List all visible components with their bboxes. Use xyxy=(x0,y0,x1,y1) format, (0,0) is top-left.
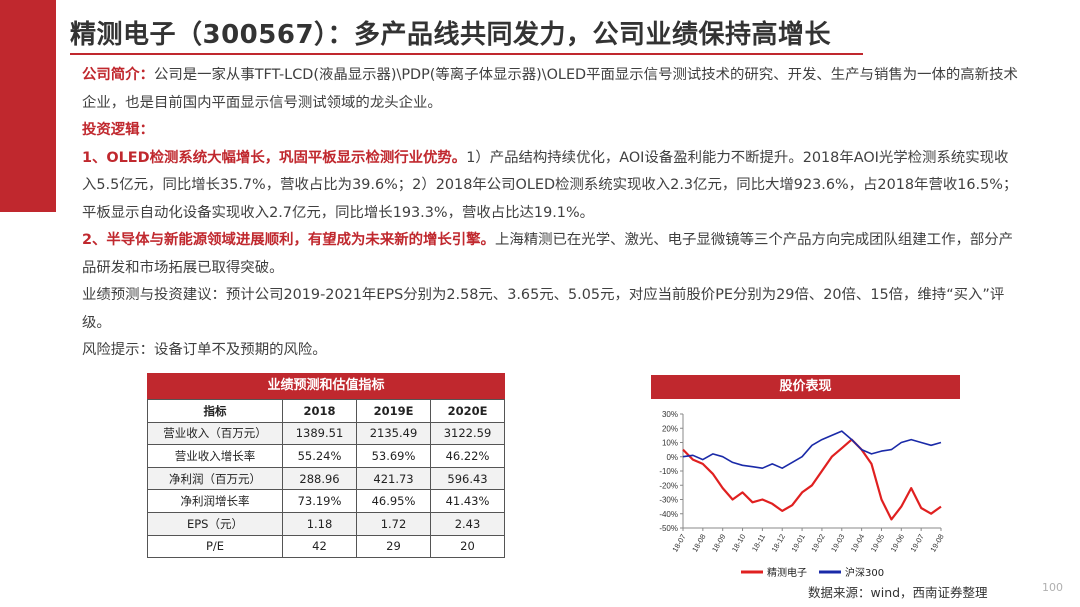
table-cell: 净利润增长率 xyxy=(147,489,283,513)
y-tick-label: 20% xyxy=(662,424,678,433)
y-tick-label: -20% xyxy=(659,481,678,490)
table-cell: 421.73 xyxy=(356,466,431,491)
table-cell: 净利润（百万元） xyxy=(147,466,283,491)
page-title: 精测电子（300567）：多产品线共同发力，公司业绩保持高增长 xyxy=(70,20,832,50)
y-tick-label: -10% xyxy=(659,467,678,476)
risk-paragraph: 风险提示：设备订单不及预期的风险。 xyxy=(82,342,327,358)
table-row: 营业收入增长率 55.24% 53.69% 46.22% xyxy=(147,444,505,468)
y-tick-label: -50% xyxy=(659,524,678,533)
x-tick-label: 18-12 xyxy=(770,533,787,554)
intro-label: 公司简介： xyxy=(82,67,154,83)
x-tick-label: 18-07 xyxy=(670,533,687,554)
table-cell: 46.22% xyxy=(430,444,505,468)
table-cell: 20 xyxy=(430,534,505,559)
table-cell: 营业收入增长率 xyxy=(147,444,283,468)
table-header-cell: 2019E xyxy=(356,399,431,423)
table-cell: 596.43 xyxy=(430,466,505,491)
x-tick-label: 18-11 xyxy=(750,533,767,554)
legend-label: 沪深300 xyxy=(845,566,884,579)
table-cell: 46.95% xyxy=(356,489,431,513)
table-header-cell: 2020E xyxy=(430,399,505,423)
x-tick-label: 19-07 xyxy=(908,533,925,554)
metrics-table-title: 业绩预测和估值指标 xyxy=(147,373,505,399)
data-source-note: 数据来源：wind，西南证券整理 xyxy=(808,585,988,600)
table-cell: 1389.51 xyxy=(282,421,357,446)
x-tick-label: 19-05 xyxy=(869,533,886,554)
series-line-hs300 xyxy=(682,430,942,469)
table-cell: 3122.59 xyxy=(430,421,505,446)
body-text: 公司简介：公司是一家从事TFT-LCD(液晶显示器)\PDP(等离子体显示器)\… xyxy=(82,62,1022,365)
forecast-paragraph: 业绩预测与投资建议：预计公司2019-2021年EPS分别为2.58元、3.65… xyxy=(82,287,1005,331)
table-cell: 42 xyxy=(282,534,357,559)
table-cell: 1.18 xyxy=(282,511,357,536)
table-row: 净利润增长率 73.19% 46.95% 41.43% xyxy=(147,489,505,513)
table-cell: 288.96 xyxy=(282,466,357,491)
page-number: 100 xyxy=(1042,581,1063,594)
y-tick-label: -40% xyxy=(659,510,678,519)
x-tick-label: 19-03 xyxy=(829,533,846,554)
table-row: P/E 42 29 20 xyxy=(147,534,505,559)
point2-paragraph: 2、半导体与新能源领域进展顺利，有望成为未来新的增长引擎。上海精测已在光学、激光… xyxy=(82,227,1022,282)
y-tick-label: 0% xyxy=(666,453,678,462)
table-cell: 41.43% xyxy=(430,489,505,513)
chart-title: 股价表现 xyxy=(651,375,960,399)
x-tick-label: 19-01 xyxy=(789,533,806,554)
legend-label: 精测电子 xyxy=(767,566,807,579)
series-line-jingce xyxy=(682,438,942,521)
x-tick-label: 19-08 xyxy=(928,533,945,554)
table-cell: 1.72 xyxy=(356,511,431,536)
intro-text: 公司是一家从事TFT-LCD(液晶显示器)\PDP(等离子体显示器)\OLED平… xyxy=(82,67,1018,111)
table-cell: 29 xyxy=(356,534,431,559)
table-cell: 2135.49 xyxy=(356,421,431,446)
table-cell: 73.19% xyxy=(282,489,357,513)
red-accent-block xyxy=(0,0,56,212)
table-row: EPS（元） 1.18 1.72 2.43 xyxy=(147,511,505,536)
x-tick-label: 18-10 xyxy=(730,533,747,554)
table-cell: EPS（元） xyxy=(147,511,283,536)
point1-paragraph: 1、OLED检测系统大幅增长，巩固平板显示检测行业优势。1）产品结构持续优化，A… xyxy=(82,145,1022,228)
table-header-cell: 指标 xyxy=(147,399,283,423)
x-tick-label: 19-06 xyxy=(889,533,906,554)
point1-text: 1）产品结构持续优化，AOI设备盈利能力不断提升。2018年AOI光学检测系统实… xyxy=(82,149,1018,221)
point2-heading: 2、半导体与新能源领域进展顺利，有望成为未来新的增长引擎。 xyxy=(82,232,495,248)
table-row: 净利润（百万元） 288.96 421.73 596.43 xyxy=(147,466,505,491)
x-tick-label: 19-04 xyxy=(849,533,866,554)
table-header-cell: 2018 xyxy=(282,399,357,423)
y-tick-label: -30% xyxy=(659,496,678,505)
table-cell: 营业收入（百万元） xyxy=(147,421,283,446)
table-cell: P/E xyxy=(147,534,283,559)
table-cell: 55.24% xyxy=(282,444,357,468)
x-tick-label: 19-02 xyxy=(809,533,826,554)
point1-heading: 1、OLED检测系统大幅增长，巩固平板显示检测行业优势。 xyxy=(82,149,467,166)
stock-price-chart: 30%20%10%0%-10%-20%-30%-40%-50%18-07 18-0… xyxy=(659,410,945,579)
table-header-row: 指标 2018 2019E 2020E xyxy=(147,399,505,423)
y-tick-label: 10% xyxy=(662,439,678,448)
logic-label: 投资逻辑： xyxy=(82,122,154,138)
title-underline xyxy=(70,53,863,55)
point2-text: 上海精测已在光学、激光、电子显微镜等三个产品方向完成团队组建工作，部分产品研发和… xyxy=(82,232,1014,276)
table-cell: 53.69% xyxy=(356,444,431,468)
metrics-table: 指标 2018 2019E 2020E 营业收入（百万元） 1389.51 21… xyxy=(147,399,505,559)
x-tick-label: 18-09 xyxy=(710,533,727,554)
x-tick-label: 18-08 xyxy=(690,533,707,554)
table-row: 营业收入（百万元） 1389.51 2135.49 3122.59 xyxy=(147,421,505,446)
metrics-table-panel: 业绩预测和估值指标 指标 2018 2019E 2020E 营业收入（百万元） … xyxy=(147,373,505,559)
intro-paragraph: 公司简介：公司是一家从事TFT-LCD(液晶显示器)\PDP(等离子体显示器)\… xyxy=(82,62,1022,117)
logic-label-paragraph: 投资逻辑： xyxy=(82,117,1022,145)
table-cell: 2.43 xyxy=(430,511,505,536)
y-tick-label: 30% xyxy=(662,410,678,419)
